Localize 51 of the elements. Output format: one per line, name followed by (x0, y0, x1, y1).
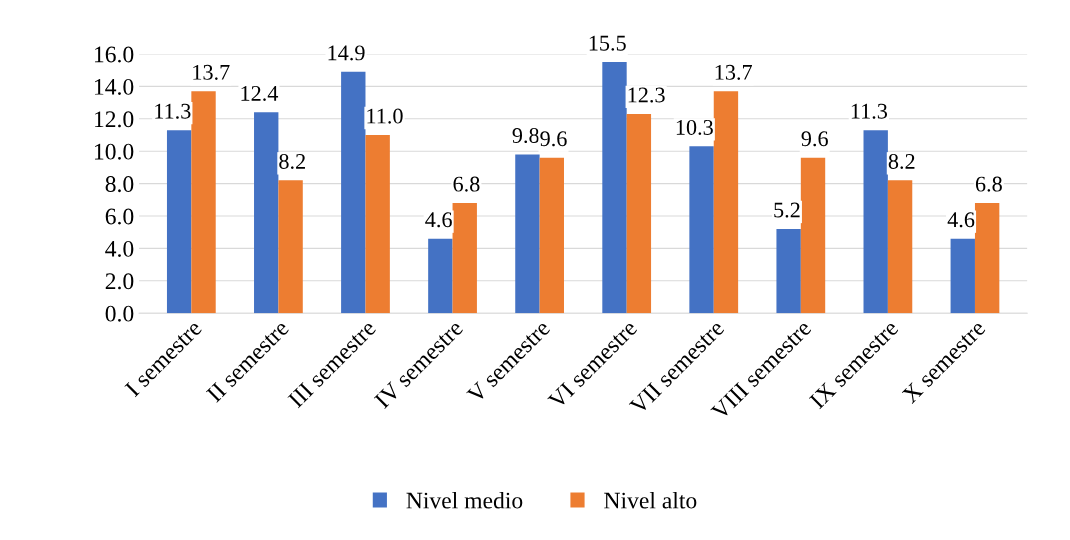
y-tick-label: 4.0 (105, 240, 134, 257)
y-tick-label: 8.0 (105, 176, 134, 193)
data-label: 12.3 (628, 87, 665, 103)
bar (278, 180, 303, 314)
data-label: 14.9 (328, 45, 365, 61)
bar (713, 91, 739, 314)
bar (254, 112, 279, 314)
bar (863, 130, 888, 314)
y-tick-label: 10.0 (95, 143, 134, 160)
data-label: 9.8 (512, 127, 539, 144)
data-label: 8.2 (279, 153, 305, 169)
bar (365, 135, 390, 314)
data-label: 6.8 (453, 176, 480, 192)
bar (689, 146, 714, 314)
bar (602, 62, 627, 314)
data-label: 13.7 (715, 64, 752, 80)
data-label: 4.6 (947, 212, 975, 228)
y-tick-label: 0.0 (105, 305, 134, 322)
y-tick-label: 16.0 (95, 46, 134, 63)
legend-label: Nivel alto (604, 491, 697, 509)
bar (776, 228, 801, 314)
data-label: 12.4 (241, 85, 279, 101)
data-label: 6.8 (975, 176, 1002, 192)
y-tick-label: 6.0 (105, 208, 134, 225)
data-label: 10.3 (676, 119, 713, 135)
data-label: 4.6 (425, 212, 452, 228)
data-label: 9.6 (540, 131, 567, 147)
data-label: 11.3 (851, 103, 888, 119)
bar (950, 238, 975, 314)
bar (974, 203, 1000, 314)
legend-label: Nivel medio (406, 491, 523, 509)
y-tick-label: 14.0 (95, 78, 134, 95)
bar (341, 71, 366, 314)
data-label: 13.7 (193, 64, 230, 80)
y-tick-label: 2.0 (105, 273, 134, 290)
y-tick-label: 12.0 (95, 111, 134, 128)
data-label: 11.0 (367, 108, 403, 124)
bar (887, 180, 913, 314)
data-label: 5.2 (774, 202, 800, 218)
bar (428, 238, 453, 314)
data-label: 11.3 (155, 103, 191, 119)
data-label: 8.2 (888, 153, 915, 169)
bar (191, 91, 216, 314)
bar (626, 113, 652, 314)
bar (166, 130, 192, 314)
bar (515, 154, 540, 314)
data-label: 9.6 (801, 131, 828, 147)
data-label: 15.5 (589, 35, 626, 51)
bar (800, 157, 826, 314)
bar (452, 203, 477, 314)
bar (539, 157, 564, 314)
